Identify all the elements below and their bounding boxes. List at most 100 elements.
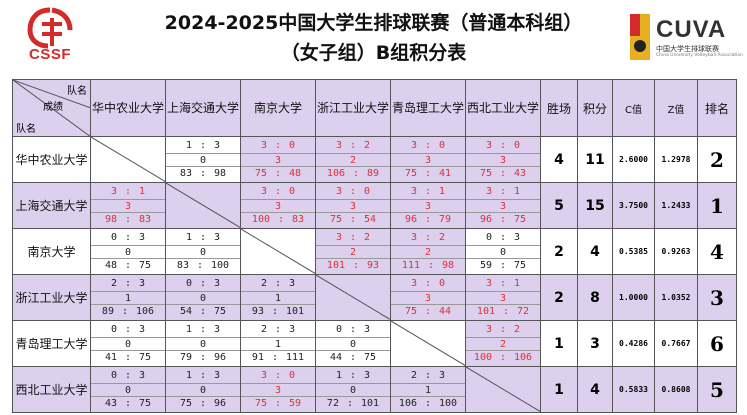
sets-against: 3 [214, 139, 221, 151]
score-colon: : [499, 139, 507, 151]
rank-cell: 2 [697, 136, 737, 183]
score-for: 106 [326, 167, 345, 179]
sets-for: 1 [185, 231, 192, 243]
match-result-cell: 0:3 0 59:75 [465, 228, 541, 275]
score-against: 98 [442, 259, 455, 271]
row-header-team: 青岛理工大学 [12, 320, 91, 367]
match-result-cell: 3:1 3 98:83 [90, 182, 166, 229]
match-points: 0 [91, 244, 165, 259]
match-score: 111:98 [391, 259, 465, 273]
score-against: 96 [214, 351, 227, 363]
standings-table-wrap: 队名 成绩 队名 华中农业大学 上海交通大学 南京大学 浙江工业大学 青岛理工大学 西北工… [12, 79, 737, 413]
match-points-value: 3 [424, 292, 432, 304]
sets-against: 3 [364, 323, 371, 335]
score-colon: : [349, 139, 357, 151]
match-score: 59:75 [466, 259, 540, 273]
match-points: 3 [91, 198, 165, 213]
score-for: 83 [179, 167, 192, 179]
match-result-cell: 3:0 3 75:41 [390, 136, 466, 183]
match-sets: 0:3 [316, 323, 390, 337]
column-header-team: 浙江工业大学 [315, 79, 391, 137]
sets-for: 3 [410, 185, 417, 197]
match-points: 1 [241, 336, 315, 351]
score-for: 79 [179, 351, 192, 363]
score-against: 41 [439, 167, 452, 179]
sets-against: 2 [364, 139, 371, 151]
match-points: 0 [316, 336, 390, 351]
points-cell: 3 [577, 320, 613, 367]
sets-for: 0 [110, 369, 117, 381]
column-header-stat: C值 [612, 79, 655, 137]
score-against: 75 [139, 259, 152, 271]
z-value-cell: 0.9263 [654, 228, 698, 275]
match-result-cell: 3:0 3 75:43 [465, 136, 541, 183]
match-points: 0 [166, 152, 240, 167]
match-points: 0 [466, 244, 540, 259]
score-for: 83 [176, 259, 189, 271]
match-result-cell: 1:3 0 83:100 [165, 228, 241, 275]
match-points-value: 0 [349, 338, 357, 350]
corner-label-row-team: 队名 [16, 124, 36, 135]
match-points-value: 0 [199, 338, 207, 350]
self-match-diagonal [391, 321, 466, 366]
match-score: 100:106 [466, 351, 540, 365]
corner-label-result: 成绩 [43, 102, 63, 113]
score-for: 59 [479, 259, 492, 271]
sets-against: 3 [289, 277, 296, 289]
score-colon: : [349, 231, 357, 243]
match-points: 3 [391, 198, 465, 213]
score-against: 89 [367, 167, 380, 179]
match-score: 106:100 [391, 397, 465, 411]
match-points: 3 [241, 198, 315, 213]
match-sets: 1:3 [316, 369, 390, 383]
match-sets: 2:3 [391, 369, 465, 383]
score-for: 96 [479, 213, 492, 225]
match-result-cell: 3:0 3 75:54 [315, 182, 391, 229]
match-sets: 3:0 [241, 369, 315, 383]
c-value-cell: 0.5385 [612, 228, 655, 275]
match-score: 41:75 [91, 351, 165, 365]
sets-against: 2 [439, 231, 446, 243]
match-score: 101:72 [466, 305, 540, 319]
match-result-cell: 1:3 0 72:101 [315, 366, 391, 413]
column-header-team: 青岛理工大学 [390, 79, 466, 137]
match-sets: 3:2 [316, 139, 390, 153]
score-for: 54 [179, 305, 192, 317]
score-colon: : [199, 305, 207, 317]
match-points-value: 0 [349, 384, 357, 396]
score-against: 54 [364, 213, 377, 225]
match-points: 3 [466, 198, 540, 213]
match-sets: 2:3 [241, 277, 315, 291]
wins-cell: 5 [540, 182, 578, 229]
match-score: 75:44 [391, 305, 465, 319]
self-match-cell [240, 228, 316, 275]
match-result-cell: 0:3 0 48:75 [90, 228, 166, 275]
score-against: 75 [514, 259, 527, 271]
column-header-stat: 排名 [697, 79, 737, 137]
score-colon: : [352, 167, 360, 179]
wins-cell: 2 [540, 228, 578, 275]
sets-for: 2 [410, 369, 417, 381]
rank-cell: 5 [697, 366, 737, 413]
match-points-value: 2 [424, 246, 432, 258]
self-match-cell [390, 320, 466, 367]
wins-cell: 1 [540, 366, 578, 413]
score-colon: : [199, 277, 207, 289]
match-sets: 1:3 [166, 139, 240, 153]
score-for: 91 [251, 351, 264, 363]
sets-against: 2 [364, 231, 371, 243]
sets-for: 3 [410, 231, 417, 243]
score-colon: : [499, 259, 507, 271]
cuva-logo-subtitle: 中国大学生排球联赛 [656, 45, 719, 53]
match-sets: 0:3 [466, 231, 540, 245]
sets-against: 1 [514, 277, 521, 289]
score-against: 100 [211, 259, 230, 271]
score-for: 101 [476, 305, 495, 317]
sets-for: 3 [410, 139, 417, 151]
score-colon: : [424, 277, 432, 289]
sets-for: 2 [110, 277, 117, 289]
score-colon: : [274, 369, 282, 381]
score-for: 75 [254, 397, 267, 409]
score-colon: : [499, 213, 507, 225]
table-row: 南京大学 0:3 0 48:75 1:3 0 83:100 3:2 2 101:93 3:2 2 111… [12, 228, 737, 275]
